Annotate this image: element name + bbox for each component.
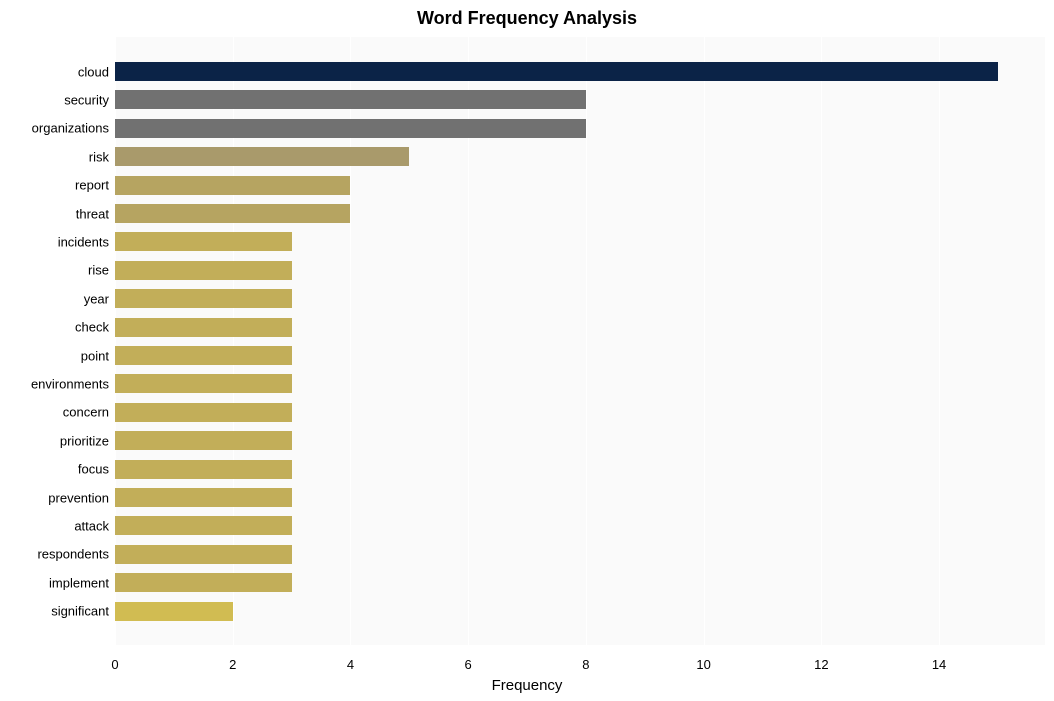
bar [115, 374, 292, 393]
bar [115, 119, 586, 138]
bar [115, 62, 998, 81]
bar [115, 261, 292, 280]
bar [115, 289, 292, 308]
chart-container: Word Frequency Analysis Frequency 0 2 4 6 8 1… [0, 0, 1054, 701]
grid-line [586, 37, 587, 645]
x-tick-label: 0 [111, 657, 118, 672]
x-axis-title: Frequency [0, 677, 1054, 694]
bar [115, 204, 350, 223]
bar [115, 573, 292, 592]
plot-area [115, 37, 1045, 645]
y-category-label: environments [0, 376, 109, 391]
bar [115, 346, 292, 365]
y-category-label: security [0, 92, 109, 107]
y-category-label: risk [0, 149, 109, 164]
y-category-label: implement [0, 575, 109, 590]
y-category-label: prioritize [0, 433, 109, 448]
x-tick-label: 10 [696, 657, 710, 672]
bar [115, 90, 586, 109]
chart-title: Word Frequency Analysis [0, 8, 1054, 29]
x-tick-label: 14 [932, 657, 946, 672]
y-category-label: focus [0, 462, 109, 477]
bar [115, 460, 292, 479]
y-category-label: organizations [0, 121, 109, 136]
x-tick-label: 2 [229, 657, 236, 672]
y-category-label: threat [0, 206, 109, 221]
x-tick-label: 4 [347, 657, 354, 672]
bar [115, 545, 292, 564]
y-category-label: check [0, 320, 109, 335]
y-category-label: rise [0, 263, 109, 278]
y-category-label: year [0, 291, 109, 306]
y-category-label: point [0, 348, 109, 363]
bar [115, 232, 292, 251]
grid-line [704, 37, 705, 645]
x-tick-label: 12 [814, 657, 828, 672]
bar [115, 403, 292, 422]
bar [115, 176, 350, 195]
y-category-label: concern [0, 405, 109, 420]
y-category-label: incidents [0, 234, 109, 249]
y-category-label: significant [0, 604, 109, 619]
grid-line [821, 37, 822, 645]
x-tick-label: 6 [465, 657, 472, 672]
bar [115, 431, 292, 450]
grid-line [939, 37, 940, 645]
y-category-label: attack [0, 518, 109, 533]
bar [115, 602, 233, 621]
bar [115, 318, 292, 337]
y-category-label: cloud [0, 64, 109, 79]
bar [115, 147, 409, 166]
bar [115, 488, 292, 507]
bar [115, 516, 292, 535]
y-category-label: respondents [0, 547, 109, 562]
y-category-label: prevention [0, 490, 109, 505]
x-tick-label: 8 [582, 657, 589, 672]
y-category-label: report [0, 178, 109, 193]
